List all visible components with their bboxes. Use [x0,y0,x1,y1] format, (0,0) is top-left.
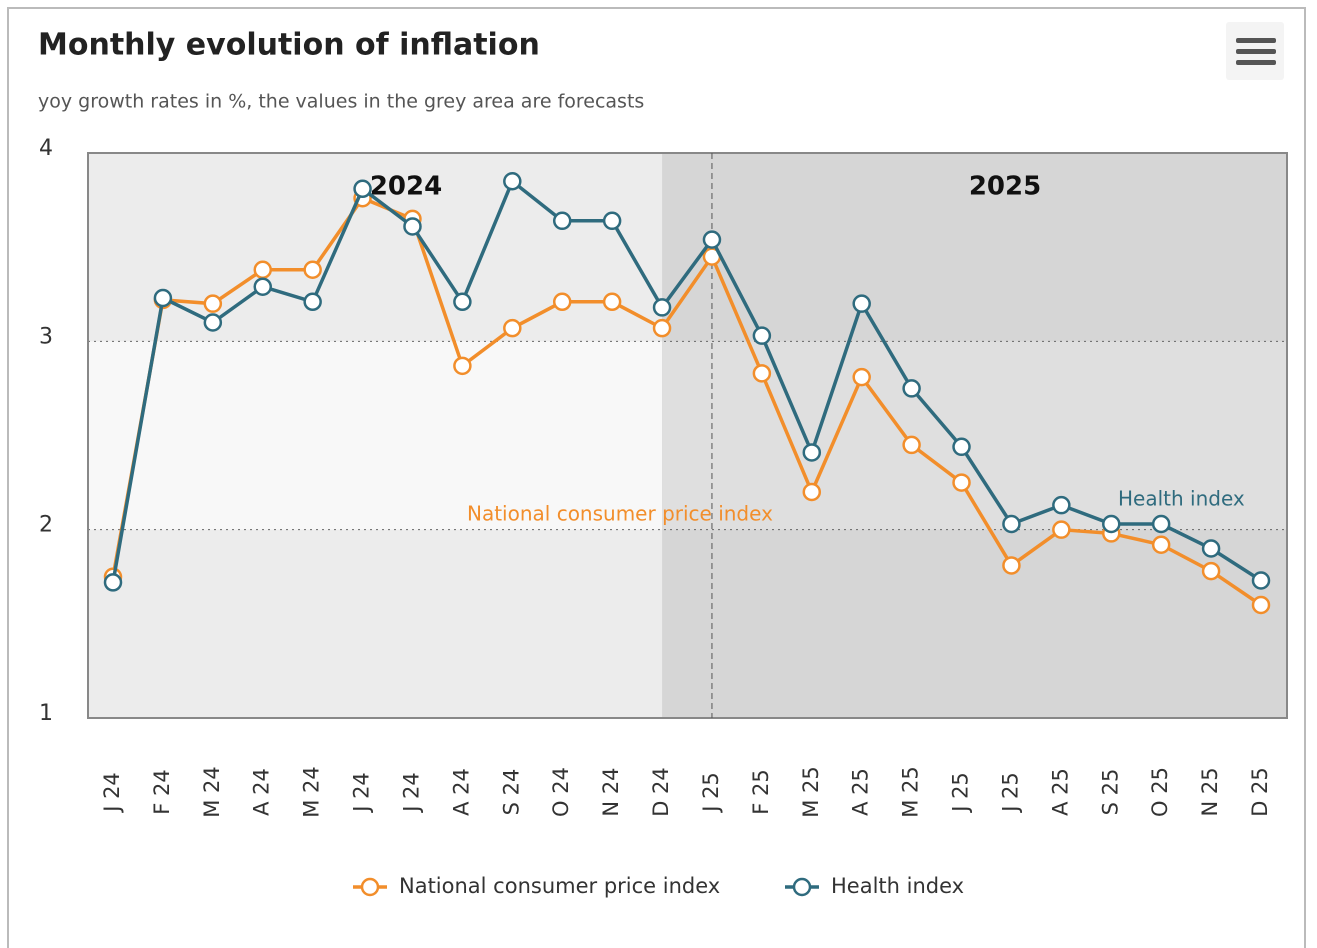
x-tick-label: J 24 [350,772,374,814]
menu-button[interactable] [1226,22,1284,80]
chart-title: Monthly evolution of inflation [38,28,540,63]
data-point [303,292,322,312]
y-tick-label: 2 [39,513,53,538]
x-tick-label: A 25 [1048,768,1072,816]
x-tick-label: N 25 [1198,767,1222,816]
data-point [802,482,822,502]
data-point [652,318,672,338]
x-tick-label: J 25 [949,772,973,814]
data-point [1201,539,1221,558]
legend-label: Health index [831,874,964,898]
data-point [103,573,123,592]
data-point [453,356,472,376]
data-point [802,443,822,462]
data-point [1251,571,1271,590]
data-point [1102,514,1121,534]
y-tick-label: 4 [39,136,53,161]
legend-marker [360,877,380,897]
x-tick-label: A 24 [250,768,274,816]
data-point [503,318,522,338]
data-point [253,277,272,296]
data-point [203,294,223,313]
x-tick-label: J 25 [699,772,723,814]
data-point [752,326,772,345]
legend-label: National consumer price index [399,874,720,898]
data-point [303,260,322,280]
year-label: 2025 [969,172,1041,202]
data-point [1201,561,1221,581]
x-tick-label: S 24 [499,769,523,816]
data-point [1151,535,1171,554]
data-point [602,292,622,312]
plot-border [87,152,1288,719]
x-tick-label: M 25 [899,766,923,818]
x-tick-label: M 24 [300,766,324,818]
x-tick-label: M 25 [799,766,823,818]
data-point [353,179,372,199]
x-tick-label: J 24 [399,772,423,814]
data-point [1052,520,1071,539]
chart-subtitle: yoy growth rates in %, the values in the… [38,91,644,113]
x-tick-label: F 25 [749,769,773,814]
legend-item[interactable]: Health index [785,874,964,898]
data-point [1002,556,1021,575]
legend-item[interactable]: National consumer price index [353,874,720,898]
series-label: Health index [1118,487,1245,511]
data-point [153,288,173,308]
data-point [503,172,522,191]
data-point [552,292,572,312]
band-light [88,341,663,530]
data-point [552,211,572,231]
data-point [902,435,921,455]
x-tick-label: O 25 [1148,767,1172,817]
data-point [1002,514,1021,534]
x-tick-label: N 24 [599,767,623,816]
x-tick-label: A 25 [849,768,873,816]
data-point [952,473,971,492]
data-point [1151,514,1171,534]
data-point [203,313,223,332]
x-tick-label: S 25 [1098,769,1122,816]
x-tick-label: A 24 [449,768,473,816]
x-tick-label: O 24 [549,767,573,817]
data-point [453,292,472,312]
data-point [902,379,921,398]
data-point [952,437,971,457]
data-point [1251,595,1271,615]
legend-marker [792,877,812,897]
x-tick-label: J 25 [998,772,1022,814]
data-point [652,298,672,317]
data-point [253,260,272,280]
x-tick-label: M 24 [200,766,224,818]
data-point [1052,495,1071,515]
data-point [752,364,772,383]
x-tick-label: J 24 [100,772,124,814]
data-point [702,230,722,249]
data-point [852,294,871,313]
data-point [852,367,871,387]
y-tick-label: 3 [39,324,53,349]
y-tick-label: 1 [39,701,53,726]
data-point [602,211,622,231]
year-label: 2024 [370,172,442,202]
x-tick-label: F 24 [150,769,174,814]
x-tick-label: D 25 [1248,767,1272,817]
series-label: National consumer price index [467,502,773,526]
x-tick-label: D 24 [649,767,673,817]
data-point [403,217,422,236]
